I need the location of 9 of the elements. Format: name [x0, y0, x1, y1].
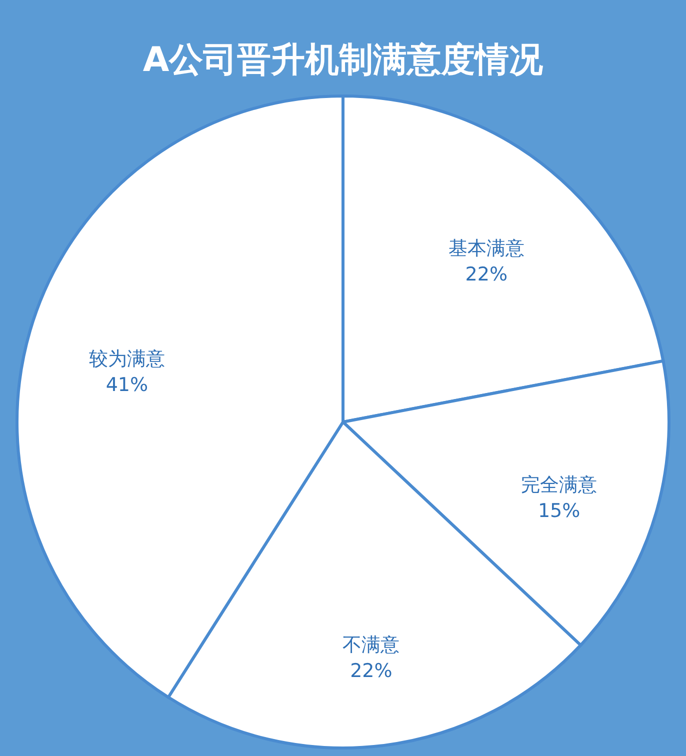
data-label: 41%: [106, 374, 148, 396]
data-label: 15%: [538, 500, 580, 522]
slice-label: 基本满意: [448, 238, 524, 260]
slice-label: 较为满意: [88, 348, 165, 370]
slice-label: 不满意: [342, 634, 400, 656]
data-label: 22%: [465, 264, 508, 286]
slice-label: 完全满意: [521, 474, 598, 496]
data-label: 22%: [350, 660, 392, 682]
chart-title: A公司晋升机制满意度情况: [142, 40, 544, 80]
